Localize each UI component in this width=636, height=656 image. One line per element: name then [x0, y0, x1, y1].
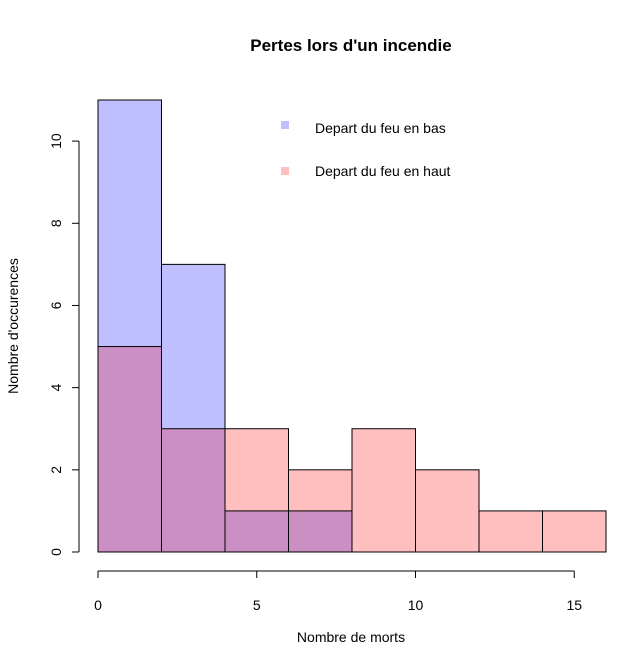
- bar-fill-upper-2: [225, 428, 289, 511]
- y-tick-label-0: 0: [48, 548, 64, 556]
- bar-fill-upper-3: [288, 469, 352, 511]
- bar-fill-upper-1: [161, 264, 225, 429]
- x-axis: 0 5 10 15: [94, 570, 582, 613]
- bar-fill-upper-0: [98, 100, 162, 347]
- x-tick-label-3: 15: [566, 597, 582, 613]
- y-tick-label-3: 6: [48, 301, 64, 309]
- bar-fill-overlap-2: [225, 510, 289, 552]
- y-tick-label-4: 8: [48, 219, 64, 227]
- bar-fill-overlap-3: [288, 510, 352, 552]
- bar-fill-overlap-1: [161, 428, 225, 552]
- y-axis: 0 2 4 6 8 10: [48, 133, 80, 556]
- legend-label-haut: Depart du feu en haut: [315, 163, 451, 179]
- x-tick-label-2: 10: [408, 597, 424, 613]
- legend-label-bas: Depart du feu en bas: [315, 120, 446, 136]
- legend-swatch-bas: [281, 121, 289, 129]
- x-tick-label-0: 0: [94, 597, 102, 613]
- y-tick-label-5: 10: [48, 133, 64, 149]
- x-tick-label-1: 5: [253, 597, 261, 613]
- y-tick-label-2: 4: [48, 384, 64, 392]
- x-axis-label: Nombre de morts: [297, 629, 405, 645]
- bar-fill-upper-4: [352, 428, 416, 552]
- bar-fill-upper-5: [415, 469, 479, 552]
- bars-layer: [97, 99, 607, 553]
- y-axis-label: Nombre d'occurences: [5, 258, 21, 394]
- chart-title: Pertes lors d'un incendie: [250, 36, 452, 55]
- bar-fill-overlap-0: [98, 346, 162, 552]
- bar-fill-upper-6: [479, 510, 543, 552]
- y-tick-label-1: 2: [48, 466, 64, 474]
- bar-outline-haut-7: [542, 510, 607, 553]
- legend-swatch-haut: [281, 167, 289, 175]
- bar-fill-upper-7: [542, 510, 606, 552]
- legend: Depart du feu en bas Depart du feu en ha…: [281, 120, 451, 179]
